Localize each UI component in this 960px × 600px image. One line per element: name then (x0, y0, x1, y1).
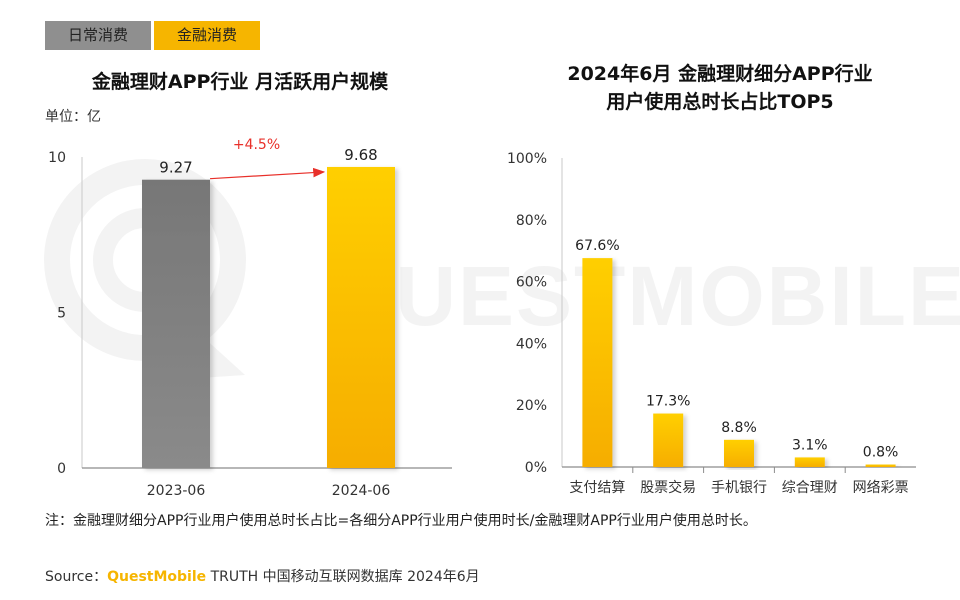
chart2-x-tick-label: 手机银行 (711, 480, 767, 496)
tab-financial-consumption[interactable]: 金融消费 (154, 21, 260, 50)
chart2-y-tick-label: 0% (525, 460, 547, 476)
chart2-y-tick-label: 100% (507, 151, 547, 167)
chart1-y-tick-label: 5 (57, 306, 66, 322)
chart2-x-tick-label: 网络彩票 (853, 480, 909, 496)
chart2-title: 2024年6月 金融理财细分APP行业 用户使用总时长占比TOP5 (520, 60, 920, 116)
chart2-bar-股票交易 (653, 413, 684, 467)
source-line: Source：QuestMobile TRUTH 中国移动互联网数据库 2024… (45, 566, 480, 586)
footnote: 注：金融理财细分APP行业用户使用总时长占比=各细分APP行业用户使用时长/金融… (45, 513, 757, 529)
chart1-x-tick-label: 2024-06 (332, 483, 391, 499)
chart2-value-label: 0.8% (863, 445, 899, 461)
chart2-bar-网络彩票 (865, 464, 896, 467)
chart2-value-label: 67.6% (575, 238, 619, 254)
chart1-x-tick-label: 2023-06 (147, 483, 206, 499)
chart2-title-line1: 2024年6月 金融理财细分APP行业 (567, 63, 873, 85)
chart2-y-tick-label: 20% (516, 398, 547, 414)
chart2-value-label: 8.8% (721, 420, 757, 436)
chart2-bar-综合理财 (794, 457, 825, 467)
chart2-title-line2: 用户使用总时长占比TOP5 (606, 91, 834, 113)
questmobile-brand: QuestMobile (107, 569, 207, 585)
chart2-value-label: 17.3% (646, 394, 690, 410)
chart2-x-tick-label: 股票交易 (640, 479, 696, 496)
chart1-growth-label: +4.5% (233, 137, 280, 153)
chart2-y-tick-label: 80% (516, 213, 547, 229)
chart1-bar-2024-06 (327, 166, 395, 468)
source-prefix: Source： (45, 569, 108, 585)
chart2-bar-支付结算 (582, 258, 613, 467)
chart2-x-tick-label: 支付结算 (569, 480, 625, 496)
chart2-bar-手机银行 (724, 439, 754, 467)
source-rest: TRUTH 中国移动互联网数据库 2024年6月 (206, 569, 480, 585)
chart2-y-tick-label: 40% (516, 336, 547, 352)
chart1-growth-arrow (209, 167, 326, 180)
chart1-y-tick-label: 0 (57, 461, 66, 477)
chart1-value-label: 9.27 (159, 159, 192, 177)
chart2-value-label: 3.1% (792, 437, 828, 453)
chart1-value-label: 9.68 (344, 146, 377, 164)
chart2-y-tick-label: 60% (516, 275, 547, 291)
chart2-x-tick-label: 综合理财 (782, 480, 838, 496)
tab-daily-consumption[interactable]: 日常消费 (45, 21, 151, 50)
category-tabs: 日常消费 金融消费 (45, 21, 263, 50)
chart1-title: 金融理财APP行业 月活跃用户规模 (91, 71, 389, 93)
chart1-unit: 单位：亿 (45, 109, 101, 125)
chart1-y-tick-label: 10 (48, 150, 66, 166)
chart1-bar-2023-06 (142, 179, 210, 468)
